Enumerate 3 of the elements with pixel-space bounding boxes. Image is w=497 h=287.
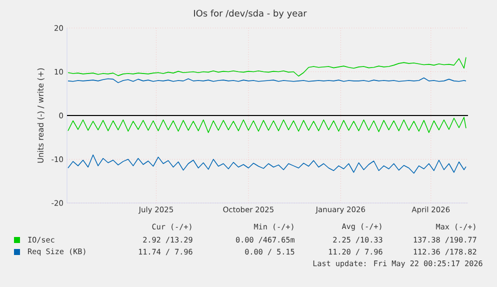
line-series	[68, 154, 466, 174]
line-series	[68, 116, 466, 133]
chart-title: IOs for /dev/sda - by year	[194, 10, 307, 18]
